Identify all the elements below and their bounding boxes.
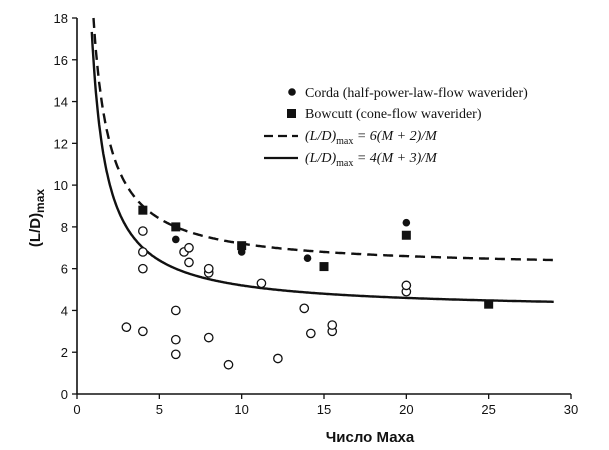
legend-bowcutt-label: Bowcutt (cone-flow waverider) <box>305 107 482 122</box>
legend-dashed-lhs: (L/D) <box>305 129 336 144</box>
point-open <box>256 278 267 289</box>
point-open <box>273 353 283 364</box>
y-axis-label-main: (L/D) <box>27 213 44 247</box>
x-tick-label: 15 <box>317 402 331 417</box>
x-tick-label: 5 <box>156 402 163 417</box>
y-tick-label: 8 <box>61 220 68 235</box>
point-bowcutt <box>171 222 181 232</box>
point-open <box>138 326 148 337</box>
y-tick-label: 10 <box>54 178 68 193</box>
x-tick-label: 25 <box>481 402 495 417</box>
y-tick-label: 14 <box>54 95 68 110</box>
data-points <box>121 205 494 370</box>
legend-solid-rhs: = 4(M + 3)/M <box>353 151 438 166</box>
point-open <box>299 303 310 314</box>
curve-solid-4M3 <box>90 31 554 303</box>
point-open <box>184 257 194 268</box>
legend-corda-marker <box>288 88 296 96</box>
point-open <box>327 320 338 330</box>
legend-dashed-sub: max <box>336 136 353 147</box>
point-corda <box>303 254 312 263</box>
y-axis-ticks: 0 2 4 6 8 10 12 14 16 18 <box>54 11 77 402</box>
x-tick-label: 10 <box>234 402 248 417</box>
point-open <box>203 332 214 343</box>
x-tick-label: 0 <box>73 402 80 417</box>
point-open <box>121 322 132 333</box>
legend: Corda (half-power-law-flow waverider) Bo… <box>264 86 528 169</box>
y-axis-label-sub: max <box>33 189 47 213</box>
point-open <box>223 359 234 370</box>
point-open <box>401 280 412 291</box>
x-axis-label: Число Маха <box>326 429 415 446</box>
point-open <box>138 226 148 236</box>
point-bowcutt <box>319 262 329 272</box>
point-open <box>203 263 214 274</box>
y-axis-label: (L/D)max <box>27 189 47 248</box>
legend-solid-lhs: (L/D) <box>305 151 336 166</box>
point-open <box>305 328 316 339</box>
legend-dashed-label: (L/D)max = 6(M + 2)/M <box>305 129 438 147</box>
y-tick-label: 6 <box>61 262 68 277</box>
y-tick-label: 16 <box>54 53 68 68</box>
point-corda <box>172 235 180 244</box>
point-open <box>170 334 181 345</box>
point-bowcutt <box>401 230 411 240</box>
point-open <box>138 247 148 257</box>
legend-bowcutt-marker <box>287 109 296 118</box>
y-tick-label: 0 <box>61 387 68 402</box>
point-open <box>184 242 194 253</box>
point-open <box>170 349 181 360</box>
curves <box>90 17 554 303</box>
legend-corda-label: Corda (half-power-law-flow waverider) <box>305 86 528 101</box>
point-bowcutt <box>237 241 247 251</box>
point-open <box>170 305 181 316</box>
legend-solid-label: (L/D)max = 4(M + 3)/M <box>305 151 438 169</box>
y-tick-label: 18 <box>54 11 68 26</box>
axes <box>76 18 571 395</box>
x-tick-label: 20 <box>399 402 413 417</box>
point-bowcutt <box>484 299 494 309</box>
x-axis-ticks: 0 5 10 15 20 25 30 <box>73 394 578 417</box>
y-tick-label: 4 <box>61 303 68 318</box>
point-corda <box>402 218 411 227</box>
curve-dashed-6M2 <box>92 17 554 262</box>
y-tick-label: 12 <box>54 136 68 151</box>
point-open <box>138 263 148 274</box>
y-tick-label: 2 <box>61 345 68 360</box>
x-tick-label: 30 <box>564 402 578 417</box>
point-bowcutt <box>138 205 148 215</box>
legend-solid-sub: max <box>336 158 353 169</box>
legend-dashed-rhs: = 6(M + 2)/M <box>353 129 438 144</box>
